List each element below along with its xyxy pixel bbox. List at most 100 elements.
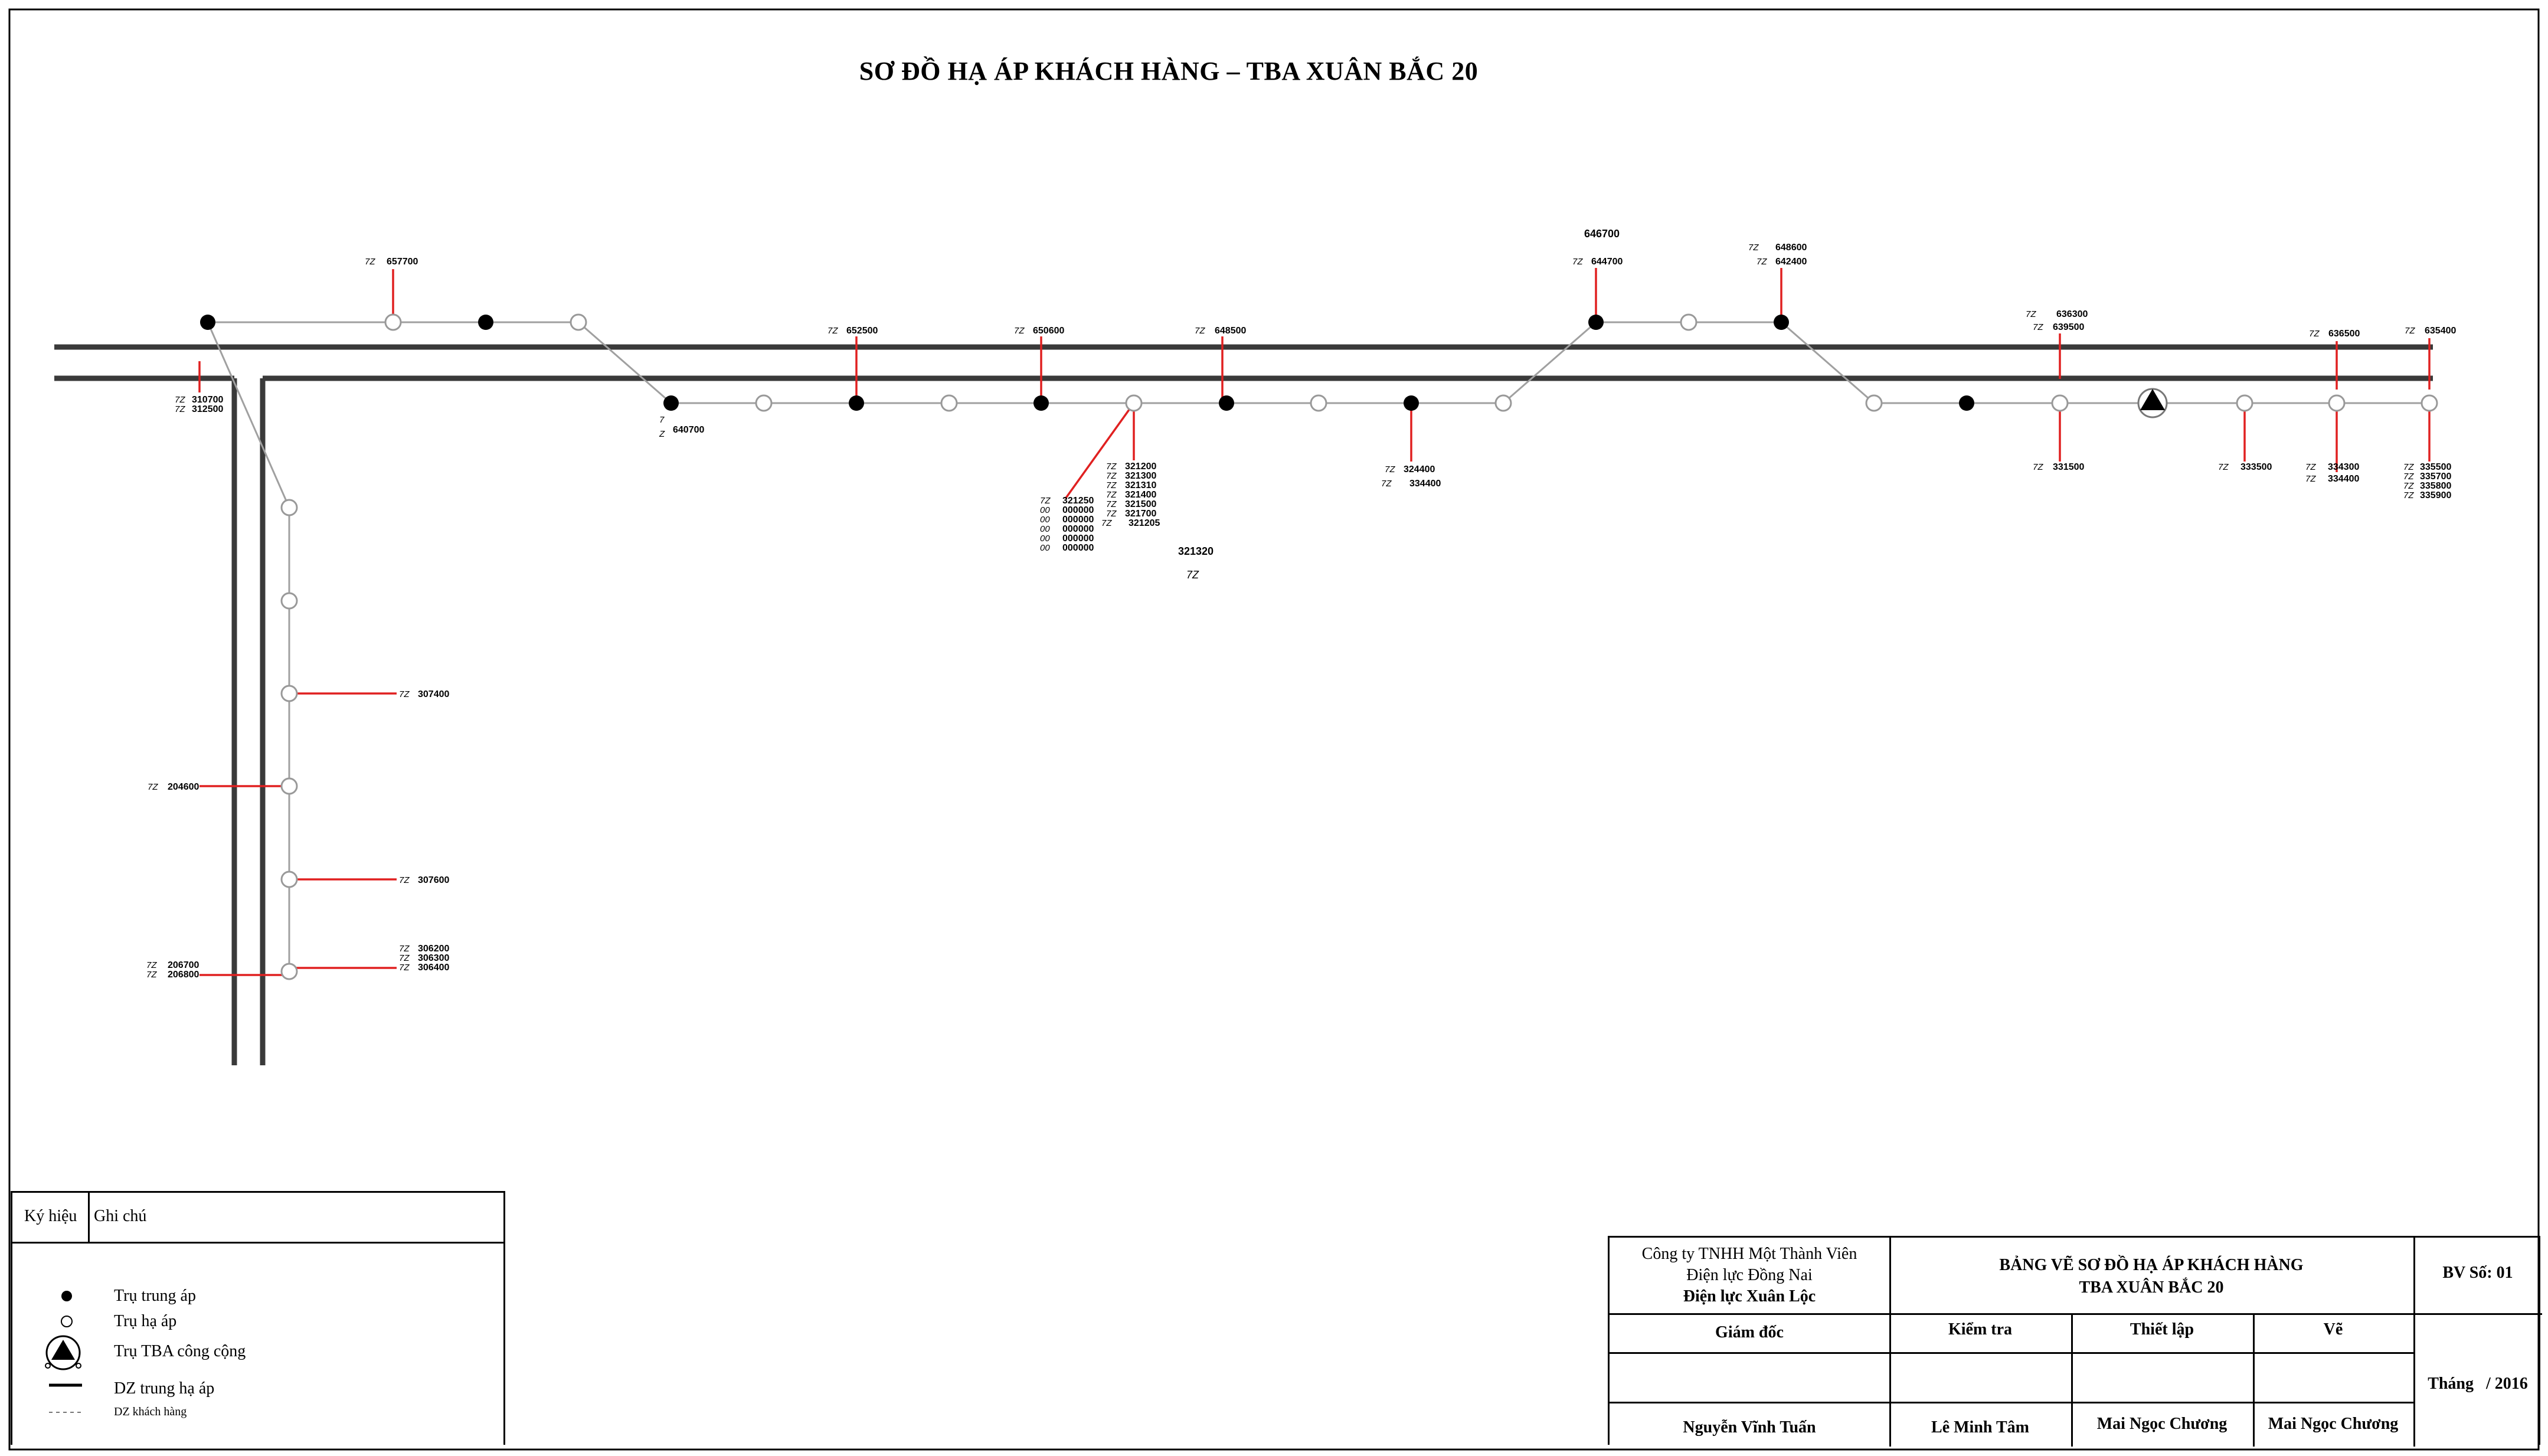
legend-header: Ký hiệu Ghi chú — [12, 1193, 503, 1244]
page-title: SƠ ĐỒ HẠ ÁP KHÁCH HÀNG – TBA XUÂN BẮC 20 — [859, 57, 1479, 86]
legend-item: Trụ trung áp — [12, 1284, 503, 1308]
label-code: 312500 — [192, 404, 223, 414]
label-prefix: 7Z — [1748, 243, 1759, 253]
label-prefix: 7Z — [1385, 464, 1395, 475]
label-code: 640700 — [673, 425, 704, 435]
label-code: 657700 — [387, 257, 418, 267]
lv-pole — [280, 499, 298, 516]
transformer-icon — [45, 1335, 81, 1370]
label-prefix: 7Z — [1106, 462, 1117, 472]
label-prefix: 7Z — [399, 944, 410, 954]
tb-divider — [2071, 1313, 2073, 1447]
label-prefix: 7Z — [2403, 490, 2414, 500]
thick-line-icon — [49, 1383, 82, 1387]
sheet-number: BV Số: 01 — [2442, 1264, 2513, 1282]
drawing-title-line: BẢNG VẼ SƠ ĐỒ HẠ ÁP KHÁCH HÀNG — [1999, 1256, 2304, 1274]
label-prefix: 7Z — [2305, 474, 2316, 484]
label-code: 648500 — [1215, 326, 1246, 336]
label-prefix: 7Z — [2403, 462, 2414, 472]
lv-pole — [570, 313, 587, 331]
company-line: Công ty TNHH Một Thành Viên — [1641, 1245, 1857, 1263]
lv-pole — [384, 313, 402, 331]
label-code: 306200 — [418, 944, 449, 954]
legend-item: DZ khách hàng — [12, 1401, 503, 1424]
mv-pole — [663, 395, 679, 411]
lv-line — [1781, 321, 1875, 404]
mv-pole — [1588, 315, 1604, 330]
poles — [200, 313, 2438, 980]
name-setup: Mai Ngọc Chương — [2096, 1415, 2228, 1433]
label-prefix: 7Z — [2218, 462, 2229, 472]
label-prefix: 00 — [1040, 534, 1050, 544]
label-code: 331500 — [2053, 462, 2084, 472]
label-prefix: 7Z — [148, 782, 158, 792]
lv-pole — [1310, 394, 1327, 412]
label-code: 324400 — [1404, 464, 1435, 475]
label-code: 321400 — [1125, 490, 1156, 500]
lv-pole — [280, 963, 298, 980]
transformer-icon — [2137, 388, 2168, 418]
legend-item: DZ trung hạ áp — [12, 1377, 503, 1401]
lv-pole — [2421, 394, 2438, 412]
label-code: 000000 — [1062, 515, 1094, 525]
label-code: 335800 — [2420, 481, 2451, 491]
label-prefix: 7Z — [1106, 471, 1117, 481]
label-code: 321205 — [1129, 518, 1160, 528]
lv-line — [578, 321, 672, 404]
col-director: Giám đốc — [1715, 1323, 1784, 1342]
lv-pole — [280, 592, 298, 610]
pole-labels: 7Z 657700 7Z 310700 7Z 312500 7 Z 640700… — [146, 228, 2456, 980]
label-code: 335500 — [2420, 462, 2451, 472]
label-prefix: 7Z — [1572, 257, 1583, 267]
label-code: 636300 — [2056, 309, 2088, 319]
label-code: 307600 — [418, 875, 449, 885]
tb-divider — [2253, 1313, 2255, 1447]
label-code: 334300 — [2328, 462, 2359, 472]
mv-pole — [1219, 395, 1234, 411]
label-prefix: 7Z — [2405, 326, 2415, 336]
label-code: 321700 — [1125, 509, 1156, 519]
open-dot-icon — [61, 1316, 73, 1327]
company-line: Điện lực Đồng Nai — [1686, 1266, 1813, 1284]
label-code: 000000 — [1062, 543, 1094, 553]
label-cluster-right: 7Z 321200 7Z 321300 7Z 321310 7Z 321400 7Z 321500… — [1101, 462, 1160, 528]
label-prefix: 7Z — [2403, 481, 2414, 491]
company-line: Điện lực Xuân Lộc — [1683, 1287, 1816, 1306]
mv-pole — [478, 315, 493, 330]
label-code: 334400 — [2328, 474, 2359, 484]
label-code: 206800 — [168, 970, 199, 980]
label-prefix: 7Z — [2403, 472, 2414, 482]
filled-dot-icon — [61, 1291, 72, 1301]
label-prefix: 7Z — [175, 404, 185, 414]
lv-pole — [1680, 313, 1697, 331]
label-prefix: 00 — [1040, 543, 1050, 553]
label-prefix: 7Z — [175, 395, 185, 405]
lv-pole — [2236, 394, 2253, 412]
label-code: 642400 — [1775, 257, 1807, 267]
label-prefix: 7Z — [1757, 257, 1767, 267]
label-code: 306300 — [418, 953, 449, 963]
label-code: 636500 — [2328, 329, 2360, 339]
legend-item-label: Trụ hạ áp — [114, 1312, 177, 1330]
label-prefix: 7Z — [827, 326, 838, 336]
legend-item-label: DZ trung hạ áp — [114, 1379, 215, 1398]
label-code: 644700 — [1591, 257, 1623, 267]
lv-line — [207, 322, 290, 508]
legend-item: Trụ TBA công cộng — [12, 1335, 503, 1370]
name-check: Lê Minh Tâm — [1931, 1418, 2029, 1437]
label-prefix: 7Z — [2033, 322, 2043, 332]
lv-pole — [2328, 394, 2346, 412]
label-prefix: 7Z — [1381, 479, 1392, 489]
label-prefix: 7Z — [1186, 569, 1199, 581]
label-prefix: 7Z — [1106, 480, 1117, 490]
lv-pole — [2051, 394, 2069, 412]
customer-line — [1064, 402, 1135, 500]
lv-lines — [207, 321, 2429, 971]
label-prefix: 7Z — [1106, 509, 1117, 519]
label-prefix: 7Z — [2309, 329, 2320, 339]
drawing-title-line: TBA XUÂN BẮC 20 — [2079, 1278, 2224, 1297]
customer-lines — [198, 268, 2431, 976]
label-code: 334400 — [1409, 479, 1441, 489]
